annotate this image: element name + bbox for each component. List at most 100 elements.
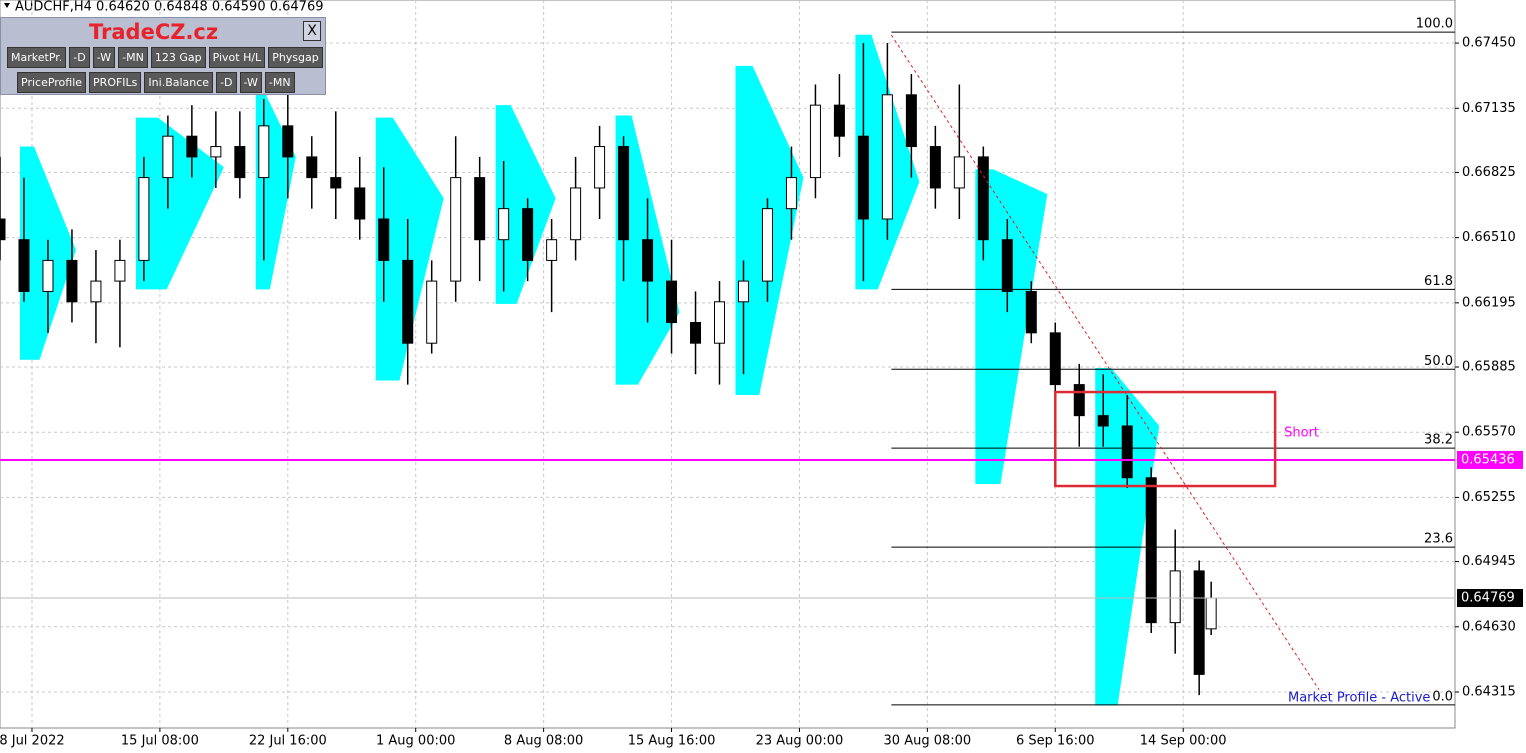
price-box xyxy=(1457,589,1523,608)
x-tick-label: 23 Aug 00:00 xyxy=(756,734,844,749)
candle-body xyxy=(354,187,366,220)
y-tick-label: 0.65570 xyxy=(1462,425,1516,440)
level-label: 0.65436 xyxy=(1461,452,1515,467)
candle-body xyxy=(138,177,150,261)
candle-body xyxy=(282,125,294,158)
candle-body xyxy=(162,135,174,179)
candle-body xyxy=(642,239,654,282)
panel-button[interactable]: -W xyxy=(239,72,262,93)
candle-body xyxy=(474,177,486,241)
candle-body xyxy=(761,208,773,282)
x-tick-label: 14 Sep 00:00 xyxy=(1140,734,1227,749)
button-row: PriceProfile PROFILs Ini.Balance -D -W -MN xyxy=(17,72,295,93)
x-tick-label: 1 Aug 00:00 xyxy=(376,734,455,749)
button-row: MarketPr. -D -W -MN 123 Gap Pivot H/L Physgap xyxy=(7,47,323,68)
candle-body xyxy=(690,321,702,344)
candle-body xyxy=(570,187,582,241)
candle-body xyxy=(1001,239,1013,292)
candle-body xyxy=(714,301,726,344)
panel-button[interactable]: -MN xyxy=(264,72,295,93)
candle-body xyxy=(905,94,917,148)
candle-body xyxy=(402,259,414,344)
panel-button[interactable]: Ini.Balance xyxy=(144,72,214,93)
header-arrow xyxy=(4,3,10,8)
control-panel: TradeCZ.cz X MarketPr. -D -W -MN 123 Gap Pivo… xyxy=(0,17,326,95)
x-tick-label: 30 Aug 08:00 xyxy=(884,734,972,749)
candle-body xyxy=(977,156,989,241)
candle-body xyxy=(1121,425,1133,479)
price-box xyxy=(1457,450,1523,469)
x-tick-label: 6 Sep 16:00 xyxy=(1016,734,1095,749)
fib-label: 50.0 xyxy=(1424,354,1453,369)
candle-body xyxy=(1193,570,1205,675)
plot-area xyxy=(0,0,1456,729)
candle-body xyxy=(857,135,869,220)
candle-body xyxy=(42,259,54,292)
y-tick-label: 0.64945 xyxy=(1462,554,1516,569)
candle-body xyxy=(90,280,102,303)
candle-body xyxy=(66,259,78,303)
price-label: 0.64769 xyxy=(1461,591,1515,606)
candle-body xyxy=(210,146,222,158)
panel-button[interactable]: PROFILs xyxy=(89,72,142,93)
panel-button[interactable]: -D xyxy=(216,72,237,93)
short-zone xyxy=(1054,390,1277,488)
candle-body xyxy=(1049,332,1061,386)
y-tick-label: 0.66510 xyxy=(1462,230,1516,245)
candle-body xyxy=(234,146,246,179)
fib-label: 100.0 xyxy=(1416,17,1453,32)
candle-body xyxy=(258,125,270,179)
candle-body xyxy=(546,239,558,261)
candle-body xyxy=(594,146,606,189)
candle-body xyxy=(666,280,678,323)
y-tick-label: 0.65255 xyxy=(1462,490,1516,505)
candle-body xyxy=(378,218,390,261)
market-profile xyxy=(975,169,1048,484)
x-tick-label: 22 Jul 16:00 xyxy=(249,734,327,749)
candle-body xyxy=(1205,597,1217,630)
panel-button[interactable]: -W xyxy=(92,47,116,68)
x-tick-label: 8 Aug 08:00 xyxy=(504,734,583,749)
fib-label: 0.0 xyxy=(1432,689,1453,704)
market-profile xyxy=(495,105,556,304)
y-tick-label: 0.64630 xyxy=(1462,619,1516,634)
candle-body xyxy=(618,146,630,241)
fib-label: 61.8 xyxy=(1424,274,1453,289)
y-tick-label: 0.67450 xyxy=(1462,36,1516,51)
y-tick-label: 0.67135 xyxy=(1462,101,1516,116)
zone-label: Short xyxy=(1284,426,1319,441)
y-tick-label: 0.66825 xyxy=(1462,165,1516,180)
y-tick-label: 0.66195 xyxy=(1462,295,1516,310)
panel-button[interactable]: MarketPr. xyxy=(7,47,67,68)
fib-label: 23.6 xyxy=(1424,532,1453,547)
panel-button[interactable]: -MN xyxy=(118,47,148,68)
candle-body xyxy=(881,94,893,220)
x-tick-label: 15 Aug 16:00 xyxy=(628,734,716,749)
candle-body xyxy=(450,177,462,282)
candle-body xyxy=(18,239,30,292)
x-tick-label: 15 Jul 08:00 xyxy=(121,734,199,749)
panel-button[interactable]: -D xyxy=(69,47,90,68)
panel-button[interactable]: PriceProfile xyxy=(17,72,87,93)
panel-title: TradeCZ.cz xyxy=(89,20,219,44)
candle-body xyxy=(809,104,821,179)
x-tick-label: 8 Jul 2022 xyxy=(0,734,65,749)
panel-button[interactable]: 123 Gap xyxy=(150,47,206,68)
fib-label: 38.2 xyxy=(1424,433,1453,448)
candle-body xyxy=(1097,415,1109,427)
close-button[interactable]: X xyxy=(303,21,321,41)
candle-body xyxy=(953,156,965,189)
market-profile xyxy=(1095,368,1160,706)
status-text: Market Profile - Active xyxy=(1288,691,1430,706)
candle-body xyxy=(1073,384,1085,417)
candle-body xyxy=(498,208,510,241)
header: AUDCHF,H4 0.64620 0.64848 0.64590 0.6476… xyxy=(15,0,324,15)
candle-body xyxy=(522,208,534,261)
panel-button[interactable]: Physgap xyxy=(268,47,323,68)
candle-body xyxy=(426,280,438,344)
candle-body xyxy=(0,218,6,241)
panel-button[interactable]: Pivot H/L xyxy=(208,47,266,68)
candle-body xyxy=(1145,477,1157,624)
